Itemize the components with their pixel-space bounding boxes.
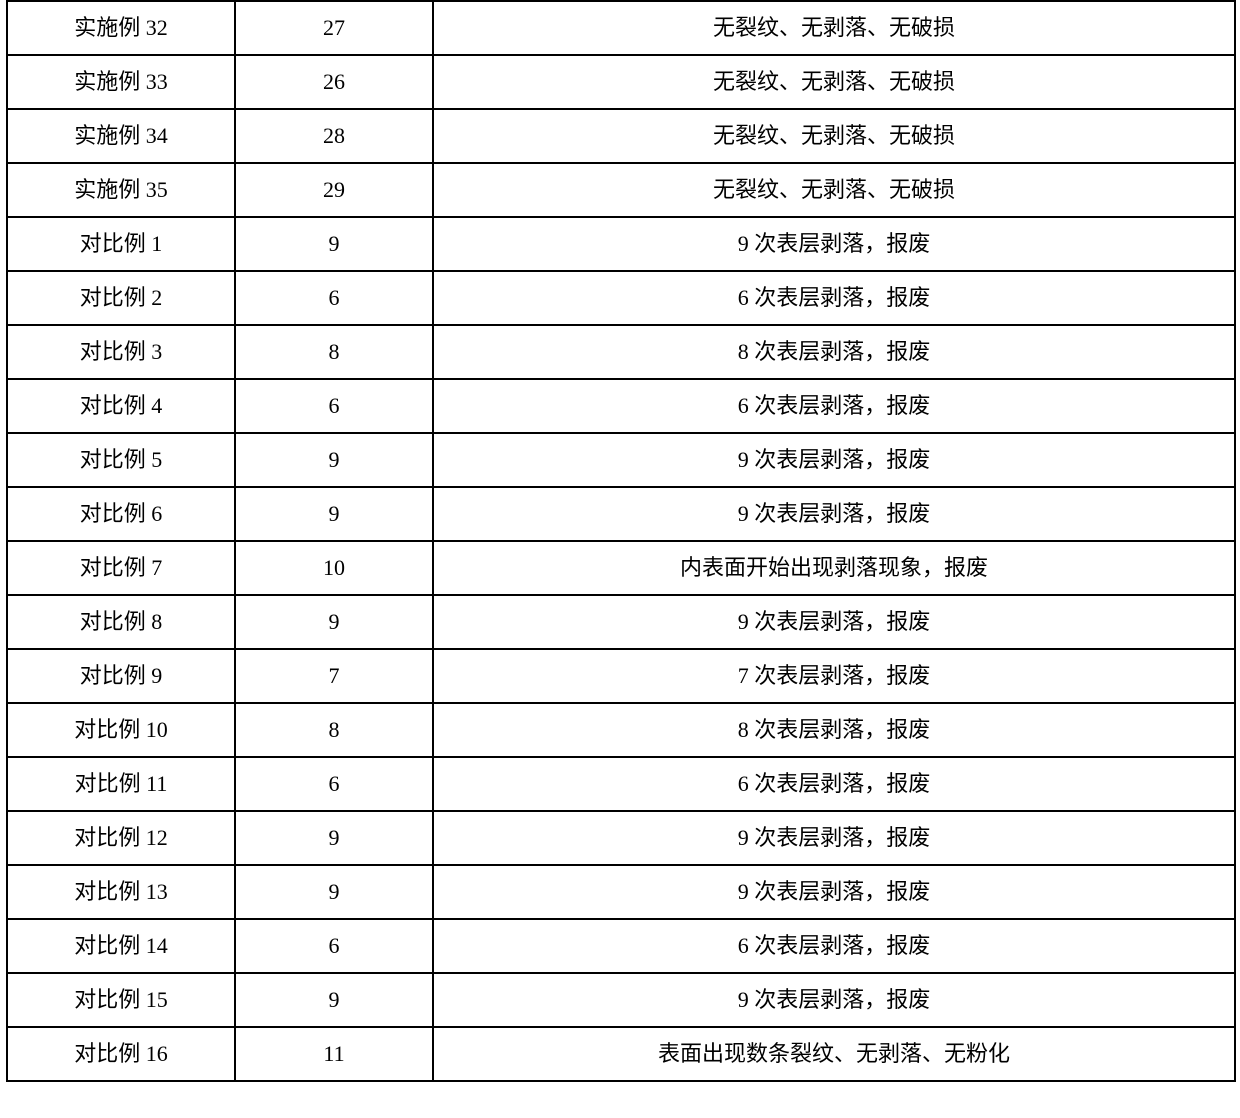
cell-count: 9 [235,973,433,1027]
cell-count: 6 [235,757,433,811]
cell-sample: 对比例 12 [7,811,235,865]
cell-sample: 对比例 13 [7,865,235,919]
cell-sample: 实施例 32 [7,1,235,55]
table-row: 对比例 599 次表层剥落，报废 [7,433,1235,487]
cell-count: 29 [235,163,433,217]
cell-sample: 对比例 8 [7,595,235,649]
cell-observation: 表面出现数条裂纹、无剥落、无粉化 [433,1027,1235,1081]
table-row: 对比例 388 次表层剥落，报废 [7,325,1235,379]
cell-sample: 对比例 11 [7,757,235,811]
cell-sample: 对比例 6 [7,487,235,541]
table-row: 对比例 466 次表层剥落，报废 [7,379,1235,433]
cell-count: 6 [235,919,433,973]
cell-observation: 9 次表层剥落，报废 [433,487,1235,541]
cell-count: 9 [235,487,433,541]
cell-sample: 对比例 2 [7,271,235,325]
cell-count: 27 [235,1,433,55]
cell-count: 6 [235,379,433,433]
table-row: 对比例 699 次表层剥落，报废 [7,487,1235,541]
table-row: 对比例 1299 次表层剥落，报废 [7,811,1235,865]
cell-observation: 内表面开始出现剥落现象，报废 [433,541,1235,595]
cell-observation: 无裂纹、无剥落、无破损 [433,109,1235,163]
cell-count: 10 [235,541,433,595]
cell-count: 8 [235,325,433,379]
table-row: 对比例 1466 次表层剥落，报废 [7,919,1235,973]
cell-count: 9 [235,595,433,649]
cell-observation: 8 次表层剥落，报废 [433,703,1235,757]
cell-sample: 对比例 14 [7,919,235,973]
page: 实施例 3227无裂纹、无剥落、无破损 实施例 3326无裂纹、无剥落、无破损 … [0,0,1240,1118]
cell-count: 6 [235,271,433,325]
cell-count: 9 [235,811,433,865]
cell-sample: 实施例 34 [7,109,235,163]
cell-observation: 8 次表层剥落，报废 [433,325,1235,379]
cell-observation: 6 次表层剥落，报废 [433,919,1235,973]
cell-count: 9 [235,865,433,919]
cell-sample: 对比例 15 [7,973,235,1027]
table-row: 对比例 710内表面开始出现剥落现象，报废 [7,541,1235,595]
cell-sample: 对比例 1 [7,217,235,271]
table-row: 对比例 899 次表层剥落，报废 [7,595,1235,649]
cell-sample: 对比例 10 [7,703,235,757]
cell-observation: 7 次表层剥落，报废 [433,649,1235,703]
table-row: 实施例 3529无裂纹、无剥落、无破损 [7,163,1235,217]
cell-observation: 无裂纹、无剥落、无破损 [433,1,1235,55]
cell-observation: 9 次表层剥落，报废 [433,595,1235,649]
table-row: 对比例 1088 次表层剥落，报废 [7,703,1235,757]
cell-observation: 无裂纹、无剥落、无破损 [433,55,1235,109]
table-row: 实施例 3428无裂纹、无剥落、无破损 [7,109,1235,163]
cell-sample: 对比例 4 [7,379,235,433]
cell-observation: 6 次表层剥落，报废 [433,379,1235,433]
table-row: 实施例 3227无裂纹、无剥落、无破损 [7,1,1235,55]
cell-sample: 实施例 35 [7,163,235,217]
cell-sample: 对比例 16 [7,1027,235,1081]
cell-observation: 9 次表层剥落，报废 [433,973,1235,1027]
table-row: 对比例 1166 次表层剥落，报废 [7,757,1235,811]
cell-count: 28 [235,109,433,163]
cell-count: 9 [235,433,433,487]
cell-count: 9 [235,217,433,271]
cell-observation: 9 次表层剥落，报废 [433,811,1235,865]
cell-observation: 无裂纹、无剥落、无破损 [433,163,1235,217]
cell-sample: 对比例 5 [7,433,235,487]
cell-observation: 6 次表层剥落，报废 [433,757,1235,811]
cell-count: 8 [235,703,433,757]
cell-observation: 6 次表层剥落，报废 [433,271,1235,325]
table-row: 对比例 1399 次表层剥落，报废 [7,865,1235,919]
cell-observation: 9 次表层剥落，报废 [433,217,1235,271]
cell-sample: 对比例 3 [7,325,235,379]
table-body: 实施例 3227无裂纹、无剥落、无破损 实施例 3326无裂纹、无剥落、无破损 … [7,1,1235,1081]
table-row: 实施例 3326无裂纹、无剥落、无破损 [7,55,1235,109]
cell-observation: 9 次表层剥落，报废 [433,433,1235,487]
table-row: 对比例 1611表面出现数条裂纹、无剥落、无粉化 [7,1027,1235,1081]
cell-observation: 9 次表层剥落，报废 [433,865,1235,919]
cell-count: 11 [235,1027,433,1081]
cell-count: 26 [235,55,433,109]
cell-count: 7 [235,649,433,703]
table-row: 对比例 1599 次表层剥落，报废 [7,973,1235,1027]
table-row: 对比例 199 次表层剥落，报废 [7,217,1235,271]
cell-sample: 对比例 7 [7,541,235,595]
cell-sample: 对比例 9 [7,649,235,703]
table-row: 对比例 266 次表层剥落，报废 [7,271,1235,325]
results-table: 实施例 3227无裂纹、无剥落、无破损 实施例 3326无裂纹、无剥落、无破损 … [6,0,1236,1082]
cell-sample: 实施例 33 [7,55,235,109]
table-row: 对比例 977 次表层剥落，报废 [7,649,1235,703]
